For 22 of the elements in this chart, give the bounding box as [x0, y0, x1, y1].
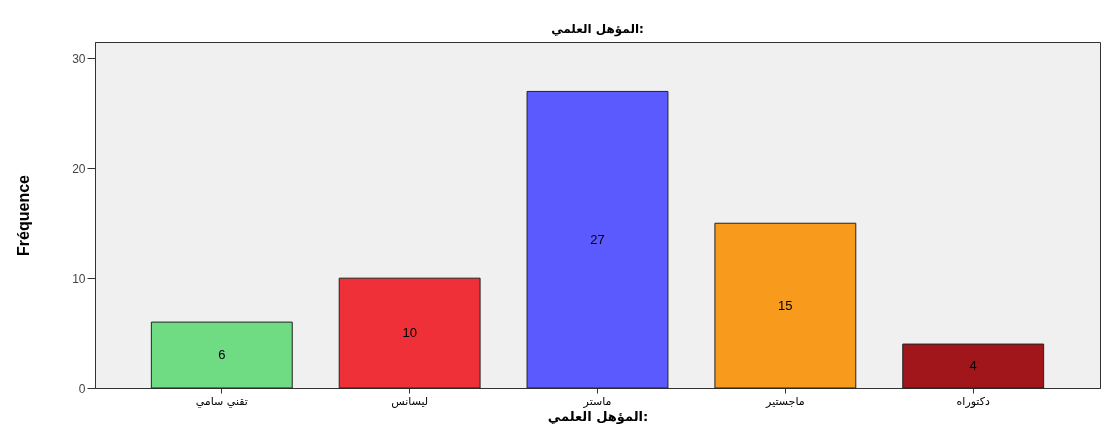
data-label: 27 [590, 231, 605, 247]
data-label: 6 [218, 347, 226, 363]
bar [150, 321, 293, 389]
bar [526, 90, 669, 389]
y-tick-label: 30 [72, 51, 86, 66]
x-tick-label: ليسانس [391, 394, 429, 408]
x-tick-label: دكتوراه [956, 394, 990, 408]
y-tick-label: 0 [78, 381, 86, 396]
data-label: 4 [969, 358, 977, 374]
x-axis-title: المؤهل العلمي: [547, 408, 649, 424]
x-tick-label: ماجستير [765, 394, 805, 408]
y-axis-title: Fréquence [15, 174, 33, 256]
data-label: 15 [778, 297, 793, 313]
data-label: 10 [402, 325, 417, 341]
y-tick-label: 10 [72, 271, 86, 286]
x-tick-label: ماستر [582, 394, 612, 408]
chart-title: المؤهل العلمي: [551, 22, 644, 37]
bar [338, 277, 481, 389]
bar [714, 222, 857, 389]
x-tick-label: تقني سامي [195, 394, 248, 408]
bar [902, 343, 1045, 389]
y-tick-label: 20 [72, 161, 86, 176]
